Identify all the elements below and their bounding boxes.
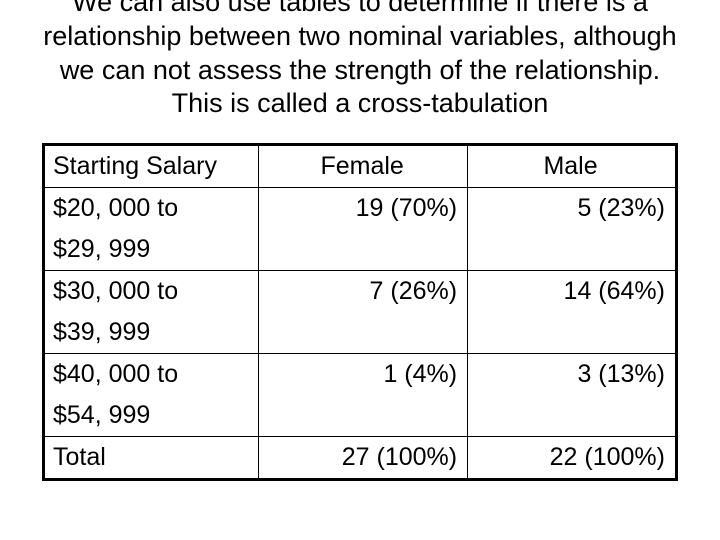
cell-male: 5 (23%) (468, 188, 677, 230)
cell-male: 3 (13%) (468, 354, 677, 396)
table-row: $40, 000 to 1 (4%) 3 (13%) (44, 354, 677, 396)
row-label: $39, 999 (44, 312, 259, 354)
cell-female (259, 229, 468, 271)
col-header-male: Male (468, 145, 677, 188)
cell-male (468, 229, 677, 271)
cell-male (468, 395, 677, 437)
table-row: $29, 999 (44, 229, 677, 271)
row-label: $40, 000 to (44, 354, 259, 396)
cell-female: 7 (26%) (259, 271, 468, 313)
cell-female: 1 (4%) (259, 354, 468, 396)
cell-female (259, 395, 468, 437)
row-label: $30, 000 to (44, 271, 259, 313)
table-row: Total 27 (100%) 22 (100%) (44, 437, 677, 480)
slide-heading: We can also use tables to determine if t… (42, 0, 678, 121)
table-row: $30, 000 to 7 (26%) 14 (64%) (44, 271, 677, 313)
cell-male: 22 (100%) (468, 437, 677, 480)
table-row: $54, 999 (44, 395, 677, 437)
crosstab-table: Starting Salary Female Male $20, 000 to … (42, 143, 678, 481)
col-header-female: Female (259, 145, 468, 188)
col-header-salary: Starting Salary (44, 145, 259, 188)
table-row: $20, 000 to 19 (70%) 5 (23%) (44, 188, 677, 230)
cell-female: 19 (70%) (259, 188, 468, 230)
row-label: $29, 999 (44, 229, 259, 271)
cell-female (259, 312, 468, 354)
table-row: $39, 999 (44, 312, 677, 354)
row-label: $54, 999 (44, 395, 259, 437)
cell-male: 14 (64%) (468, 271, 677, 313)
row-label: Total (44, 437, 259, 480)
cell-female: 27 (100%) (259, 437, 468, 480)
row-label: $20, 000 to (44, 188, 259, 230)
cell-male (468, 312, 677, 354)
table-header-row: Starting Salary Female Male (44, 145, 677, 188)
